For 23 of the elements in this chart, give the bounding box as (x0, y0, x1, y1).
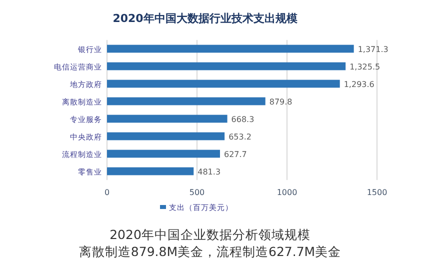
data-label: 668.3 (231, 114, 254, 124)
data-label: 1,371.3 (358, 44, 388, 54)
data-label: 481.3 (198, 167, 221, 176)
data-label: 879.8 (269, 97, 292, 106)
text: 2020年中国企业数据分析领域规模 (110, 227, 310, 242)
x-tick-label: 1500 (366, 188, 388, 197)
bar (107, 150, 220, 158)
text: 离散制造879.8M美金，流程制造627.7M美金 (78, 244, 342, 259)
bar (107, 80, 340, 88)
chart-title: 2020年中国大数据行业技术支出规模 (112, 12, 298, 25)
bar (107, 97, 266, 106)
data-label: 1,325.5 (350, 62, 380, 72)
bar (107, 132, 225, 140)
bar (107, 167, 194, 176)
bar (107, 62, 346, 70)
data-label: 1,293.6 (344, 80, 374, 89)
x-tick-label: 0 (104, 188, 110, 197)
bar (107, 44, 354, 53)
data-label: 627.7 (224, 150, 247, 159)
x-tick-label: 500 (189, 188, 205, 197)
bar (107, 114, 228, 123)
x-tick-label: 1000 (276, 188, 298, 197)
data-label: 653.2 (228, 132, 252, 142)
